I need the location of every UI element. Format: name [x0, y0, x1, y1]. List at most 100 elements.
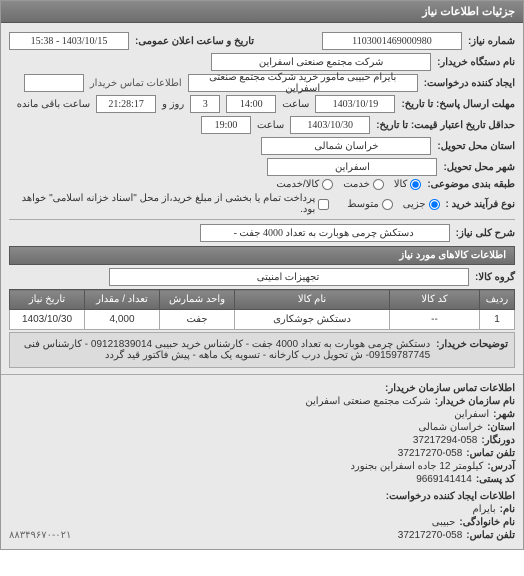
address-label: آدرس:	[487, 461, 515, 472]
divider	[9, 219, 515, 220]
req-no-label: شماره نیاز:	[468, 36, 515, 47]
radio-jozei-input[interactable]	[429, 199, 440, 210]
panel-body: شماره نیاز: 1103001469000980 تاریخ و ساع…	[1, 23, 523, 374]
reply-date: 1403/10/19	[315, 95, 395, 113]
time-label-2: ساعت	[257, 120, 284, 131]
treasury-checkbox-label: پرداخت تمام یا بخشی از مبلغ خرید،از محل …	[9, 193, 315, 215]
details-panel: جزئیات اطلاعات نیاز شماره نیاز: 11030014…	[0, 0, 524, 550]
address-value: کیلومتر 12 جاده اسفراین بجنورد	[350, 461, 483, 472]
treasury-checkbox[interactable]: پرداخت تمام یا بخشی از مبلغ خرید،از محل …	[9, 193, 329, 215]
table-row: 1 -- دستکش جوشکاری جفت 4,000 1403/10/30	[10, 310, 515, 330]
need-title-value: دستکش چرمی هوبارت به تعداد 4000 جفت -	[200, 224, 450, 242]
row-creator: ایجاد کننده درخواست: بایرام حبیبی مامور …	[9, 74, 515, 92]
validity-time: 19:00	[201, 116, 251, 134]
process-type-label: نوع فرآیند خرید :	[446, 199, 515, 210]
radio-motavasset[interactable]: متوسط	[347, 199, 392, 210]
fax-value: 37217294-058	[413, 435, 478, 446]
radio-jozei-label: جزیی	[403, 199, 426, 210]
row-validity: حداقل تاریخ اعتبار قیمت: تا تاریخ: 1403/…	[9, 116, 515, 134]
contact-province-value: خراسان شمالی	[418, 422, 483, 433]
reply-time: 14:00	[226, 95, 276, 113]
radio-khedmat-label: خدمت	[343, 179, 370, 190]
creator-contact-title-label: اطلاعات ایجاد کننده درخواست:	[386, 491, 515, 502]
creator-name-value: بایرام	[473, 504, 496, 515]
row-province: استان محل تحویل: خراسان شمالی	[9, 137, 515, 155]
row-process-type: نوع فرآیند خرید : جزیی متوسط پرداخت تمام…	[9, 193, 515, 215]
creator-family-value: حبیبی	[432, 517, 456, 528]
phone-label: تلفن تماس:	[466, 448, 515, 459]
cell-date: 1403/10/30	[10, 310, 85, 330]
creator-name: نام: بایرام	[9, 504, 515, 515]
validity-label: حداقل تاریخ اعتبار قیمت: تا تاریخ:	[376, 120, 515, 131]
contact-fax: دورنگار: 37217294-058	[9, 435, 515, 446]
announce-label: تاریخ و ساعت اعلان عمومی:	[135, 36, 254, 47]
remaining-label: ساعت باقی مانده	[17, 99, 90, 110]
contact-city: شهر: اسفراین	[9, 409, 515, 420]
days-label: روز و	[162, 99, 184, 110]
province-value: خراسان شمالی	[261, 137, 431, 155]
radio-jozei[interactable]: جزیی	[403, 199, 440, 210]
radio-motavasset-label: متوسط	[347, 199, 378, 210]
creator-phone-label: تلفن تماس:	[466, 530, 515, 541]
radio-kala[interactable]: کالا	[394, 179, 422, 190]
province-label: استان محل تحویل:	[437, 141, 515, 152]
contact-postal: کد پستی: 9669141414	[9, 474, 515, 485]
buyer-device-label: نام دستگاه خریدار:	[437, 57, 515, 68]
contact-section: اطلاعات تماس سازمان خریدار: نام سازمان خ…	[1, 374, 523, 549]
phone-value: 37217270-058	[398, 448, 463, 459]
postal-label: کد پستی:	[476, 474, 515, 485]
row-reply-deadline: مهلت ارسال پاسخ: تا تاریخ: 1403/10/19 سا…	[9, 95, 515, 113]
cell-name: دستکش جوشکاری	[235, 310, 390, 330]
contact-title-label: اطلاعات تماس سازمان خریدار:	[385, 383, 515, 394]
creator-family: نام خانوادگی: حبیبی	[9, 517, 515, 528]
reply-deadline-label: مهلت ارسال پاسخ: تا تاریخ:	[401, 99, 515, 110]
buyer-notes-value: دستکش چرمی هوبارت به تعداد 4000 جفت - کا…	[16, 339, 430, 361]
radio-kala-khedmat-label: کالا/خدمت	[276, 179, 319, 190]
creator-contact-title: اطلاعات ایجاد کننده درخواست:	[9, 491, 515, 502]
cell-row: 1	[480, 310, 515, 330]
row-req-no: شماره نیاز: 1103001469000980 تاریخ و ساع…	[9, 32, 515, 50]
need-title-label: شرح کلی نیاز:	[456, 228, 515, 239]
contact-title: اطلاعات تماس سازمان خریدار:	[9, 383, 515, 394]
col-name: نام کالا	[235, 290, 390, 310]
fax-label: دورنگار:	[481, 435, 515, 446]
subject-group-label: طبقه بندی موضوعی:	[427, 179, 515, 190]
footer-phone: ۸۸۳۴۹۶۷۰-۰۲۱	[9, 530, 71, 541]
radio-khedmat-input[interactable]	[373, 179, 384, 190]
cell-qty: 4,000	[85, 310, 160, 330]
creator-contact-input[interactable]	[24, 74, 84, 92]
creator-family-label: نام خانوادگی:	[459, 517, 515, 528]
treasury-checkbox-input[interactable]	[318, 199, 329, 210]
items-table: ردیف کد کالا نام کالا واحد شمارش تعداد /…	[9, 289, 515, 330]
creator-value: بایرام حبیبی مامور خرید شرکت مجتمع صنعتی…	[188, 74, 418, 92]
process-radio-group: جزیی متوسط	[347, 199, 439, 210]
contact-phone: تلفن تماس: 37217270-058	[9, 448, 515, 459]
radio-kala-label: کالا	[394, 179, 408, 190]
buyer-notes-label: توضیحات خریدار:	[436, 339, 508, 361]
col-unit: واحد شمارش	[160, 290, 235, 310]
radio-kala-khedmat-input[interactable]	[322, 179, 333, 190]
row-buyer-device: نام دستگاه خریدار: شرکت مجتمع صنعتی اسفر…	[9, 53, 515, 71]
row-need-title: شرح کلی نیاز: دستکش چرمی هوبارت به تعداد…	[9, 224, 515, 242]
cell-unit: جفت	[160, 310, 235, 330]
creator-phone-value: 37217270-058	[398, 530, 463, 541]
days-value: 3	[190, 95, 220, 113]
radio-kala-input[interactable]	[410, 179, 421, 190]
org-label: نام سازمان خریدار:	[435, 396, 515, 407]
creator-label: ایجاد کننده درخواست:	[424, 78, 515, 89]
contact-city-value: اسفراین	[454, 409, 489, 420]
row-subject-group: طبقه بندی موضوعی: کالا خدمت کالا/خدمت	[9, 179, 515, 190]
radio-kala-khedmat[interactable]: کالا/خدمت	[276, 179, 333, 190]
radio-khedmat[interactable]: خدمت	[343, 179, 384, 190]
contact-province-label: استان:	[487, 422, 515, 433]
panel-title: جزئیات اطلاعات نیاز	[1, 1, 523, 23]
creator-contact-label: اطلاعات تماس خریدار	[90, 78, 182, 89]
creator-name-label: نام:	[500, 504, 515, 515]
radio-motavasset-input[interactable]	[382, 199, 393, 210]
contact-city-label: شهر:	[493, 409, 515, 420]
time-label-1: ساعت	[282, 99, 309, 110]
org-value: شرکت مجتمع صنعتی اسفراین	[305, 396, 430, 407]
city-label: شهر محل تحویل:	[443, 162, 515, 173]
row-city: شهر محل تحویل: اسفراین	[9, 158, 515, 176]
city-value: اسفراین	[267, 158, 437, 176]
